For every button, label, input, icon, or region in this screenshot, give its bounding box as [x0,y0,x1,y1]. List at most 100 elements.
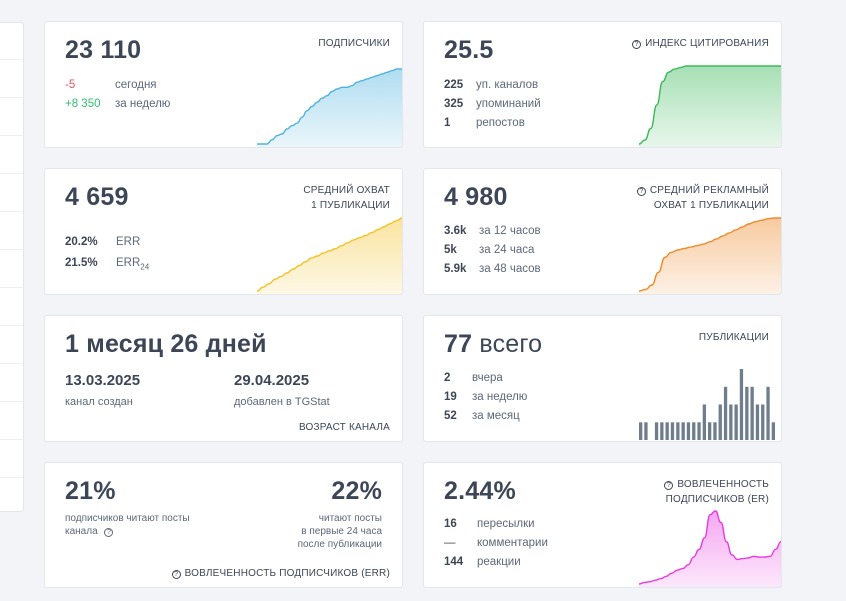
stat-text: за 12 часов [479,225,541,237]
stat-value: — [444,537,456,549]
post-bar [676,422,680,440]
err-card[interactable]: 21% подписчиков читают посты канала ? 22… [44,462,403,588]
post-bar [729,404,733,440]
stat-row: -5 сегодня [65,76,170,95]
er-label-text1: ВОВЛЕЧЕННОСТЬ [677,479,769,490]
posts-card[interactable]: 77 всего ПУБЛИКАЦИИ 2 вчера 19 за неделю 5… [423,315,782,442]
avg-reach-area-chart [257,217,402,294]
stat-text: пересылки [477,518,535,530]
stat-value: 3.6k [444,225,467,237]
row-divider [0,59,23,60]
ad-reach-area-chart [639,217,781,294]
citation-label: ? ИНДЕКС ЦИТИРОВАНИЯ [632,36,769,51]
row-divider [0,135,23,136]
row-divider [0,97,23,98]
row-divider [0,287,23,288]
channel-age-value: 1 месяц 26 дней [65,330,267,358]
err-right-line2: в первые 24 часа [301,526,382,537]
stat-value: 144 [444,556,464,568]
stat-text: комментарии [477,537,548,549]
stat-row: 2 вчера [444,369,527,388]
posts-suffix: всего [479,330,543,358]
err-right-text: читают посты в первые 24 часа после публ… [298,512,382,551]
channel-age-card[interactable]: 1 месяц 26 дней 13.03.2025 канал создан … [44,315,403,442]
post-bar [639,422,643,440]
stat-value: 2 [444,372,451,384]
post-bar [761,404,765,440]
citation-area-chart [639,65,781,147]
post-bar [739,369,744,440]
chart-area-fill [639,511,781,587]
row-divider [0,325,23,326]
chart-area-fill [257,69,402,147]
subscribers-card[interactable]: 23 110 ПОДПИСЧИКИ -5 сегодня +8 350 за нед… [44,21,403,148]
posts-total: 77 всего [444,330,542,359]
stat-text: за неделю [472,391,528,403]
stat-text: уп. каналов [476,79,539,91]
post-bar [755,404,760,440]
row-divider [0,211,23,212]
help-icon[interactable]: ? [171,570,181,579]
err-left-line1: подписчиков читают посты [65,513,190,524]
stat-row: 1 репостов [444,114,541,133]
row-divider [0,401,23,402]
avg-reach-card[interactable]: 4 659 СРЕДНИЙ ОХВАТ 1 ПУБЛИКАЦИИ 20.2% ERR… [44,168,403,295]
stat-row: 5.9k за 48 часов [444,260,541,279]
post-bar [708,422,712,440]
stat-text: за 24 часа [479,244,535,256]
err-subscript: 24 [140,262,150,272]
post-bar [734,404,738,440]
er-label: ? ВОВЛЕЧЕННОСТЬ ПОДПИСЧИКОВ (ER) [664,477,769,507]
posts-label: ПУБЛИКАЦИИ [698,332,769,343]
err-right-line1: читают посты [318,513,382,524]
stat-value: 20.2% [65,236,98,248]
stat-value: 16 [444,518,457,530]
help-icon[interactable]: ? [664,481,674,490]
stat-row: 16 пересылки [444,515,548,534]
err-left-line2: канала ? [65,525,190,538]
stat-row: 52 за месяц [444,407,527,426]
ad-reach-label-line1: ? СРЕДНИЙ РЕКЛАМНЫЙ [636,183,769,198]
stat-row: 19 за неделю [444,388,527,407]
row-divider [0,439,23,440]
er-stats: 16 пересылки — комментарии 144 реакции [444,515,548,572]
citation-label-text: ИНДЕКС ЦИТИРОВАНИЯ [645,38,769,49]
chart-area-fill [639,66,781,147]
citation-value: 25.5 [444,36,494,64]
stat-text: ERR24 [116,254,149,276]
added-date: 29.04.2025 [234,372,310,389]
ad-reach-card[interactable]: 4 980 ? СРЕДНИЙ РЕКЛАМНЫЙ ОХВАТ 1 ПУБЛИКАЦ… [423,168,782,295]
post-bar [750,386,754,440]
er-label-line2: ПОДПИСЧИКОВ (ER) [665,494,769,505]
help-icon[interactable]: ? [636,187,646,196]
post-bar [654,422,659,440]
help-icon[interactable]: ? [632,40,642,49]
post-bar [745,386,749,440]
er-card[interactable]: 2.44% ? ВОВЛЕЧЕННОСТЬ ПОДПИСЧИКОВ (ER) 16 п… [423,462,782,588]
post-bar [718,404,722,440]
posts-stats: 2 вчера 19 за неделю 52 за месяц [444,369,527,426]
avg-reach-label-line1: СРЕДНИЙ ОХВАТ [303,185,390,196]
err-label-text: ВОВЛЕЧЕННОСТЬ ПОДПИСЧИКОВ (ERR) [184,568,390,579]
citation-card[interactable]: 25.5 ? ИНДЕКС ЦИТИРОВАНИЯ 225 уп. каналов … [423,21,782,148]
avg-reach-stats: 20.2% ERR 21.5% ERR24 [65,233,149,275]
stat-row: 21.5% ERR24 [65,254,149,275]
chart-series-line [257,68,402,145]
er-value: 2.44% [444,477,516,505]
ad-reach-stats: 3.6k за 12 часов 5k за 24 часа 5.9k за 48 ч… [444,222,541,279]
stat-row: 5k за 24 часа [444,241,541,260]
posts-value: 77 [444,330,473,358]
avg-reach-label: СРЕДНИЙ ОХВАТ 1 ПУБЛИКАЦИИ [303,183,390,213]
stat-row: 20.2% ERR [65,233,149,254]
post-bar [681,422,685,440]
row-divider [0,173,23,174]
stat-row: 225 уп. каналов [444,76,541,95]
help-icon[interactable]: ? [104,528,114,537]
stat-text: реакции [477,556,521,568]
stat-row: 325 упоминаний [444,95,541,114]
stat-value: 21.5% [65,257,98,269]
post-bar [644,422,648,440]
chart-area-fill [257,218,402,294]
stat-value: 19 [444,391,457,403]
row-divider [0,249,23,250]
